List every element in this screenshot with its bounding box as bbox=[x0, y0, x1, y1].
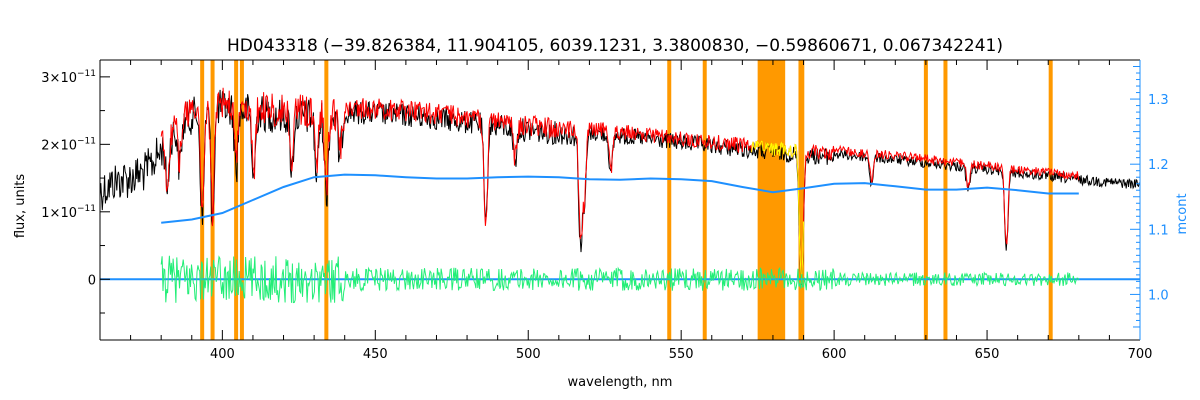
x-tick-label: 400 bbox=[210, 347, 235, 362]
masked-model-segment bbox=[751, 139, 804, 285]
masked-line bbox=[702, 60, 707, 340]
x-tick-label: 500 bbox=[516, 347, 541, 362]
masked-line bbox=[239, 60, 244, 340]
model-spectrum-layer bbox=[160, 87, 1080, 285]
masked-line bbox=[800, 60, 805, 340]
x-tick-label: 600 bbox=[822, 347, 847, 362]
x-axis-label: wavelength, nm bbox=[568, 375, 673, 390]
y2-tick-label: 1.2 bbox=[1148, 158, 1169, 173]
y-axis-label: flux, units bbox=[13, 174, 28, 239]
y-tick-label: 1×10−11 bbox=[41, 204, 96, 221]
axes-frame bbox=[99, 59, 1141, 341]
residuals-line bbox=[160, 255, 1080, 304]
y-tick-label: 3×10−11 bbox=[41, 69, 96, 86]
masked-band bbox=[757, 60, 786, 340]
x-tick-label: 550 bbox=[669, 347, 694, 362]
model-spectrum-line bbox=[160, 87, 1080, 285]
masked-line bbox=[200, 60, 205, 340]
masked-line bbox=[210, 60, 215, 340]
y2-tick-label: 1.1 bbox=[1148, 223, 1169, 238]
mask-layer bbox=[200, 60, 1053, 340]
chart-title: HD043318 (−39.826384, 11.904105, 6039.12… bbox=[227, 36, 1003, 56]
continuum-line bbox=[161, 173, 1079, 224]
y-tick-label: 0 bbox=[88, 273, 96, 288]
y2-tick-label: 1.3 bbox=[1148, 93, 1169, 108]
ticks-layer: 400 450 500 550 600 650 700 3×10−11 2×10−11 1×10−… bbox=[41, 60, 1169, 362]
masked-line bbox=[667, 60, 672, 340]
x-tick-label: 700 bbox=[1128, 347, 1153, 362]
masked-line bbox=[923, 60, 928, 340]
residuals-layer bbox=[100, 255, 1140, 304]
continuum-layer bbox=[161, 173, 1079, 224]
y-tick-label: 2×10−11 bbox=[41, 136, 96, 153]
x-tick-label: 650 bbox=[975, 347, 1000, 362]
x-tick-label: 450 bbox=[363, 347, 388, 362]
masked-line bbox=[1048, 60, 1053, 340]
y2-axis-label: mcont bbox=[1175, 193, 1190, 234]
y2-tick-label: 1.0 bbox=[1148, 288, 1169, 303]
masked-line bbox=[943, 60, 948, 340]
masked-line bbox=[234, 60, 239, 340]
